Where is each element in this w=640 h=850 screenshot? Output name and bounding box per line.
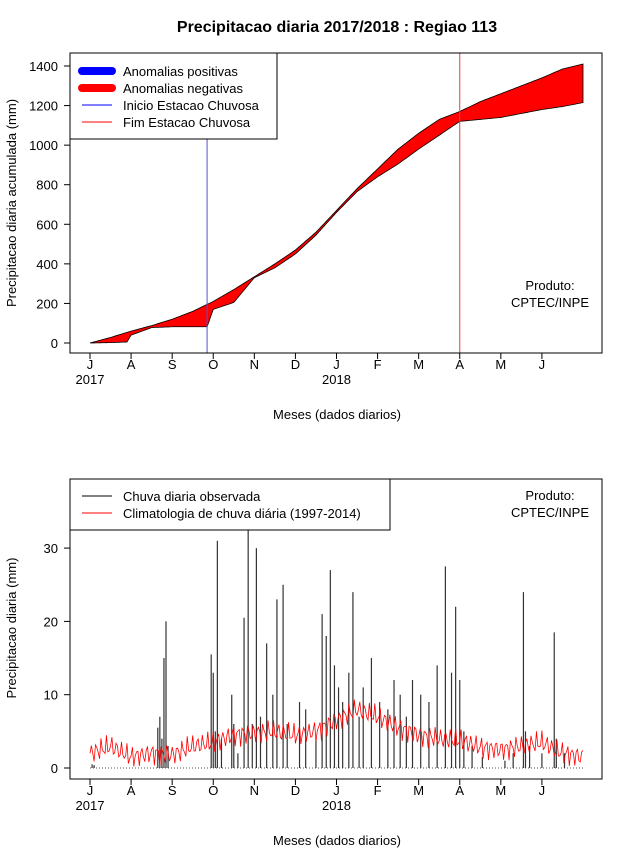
y-tick-label: 800 <box>36 178 58 193</box>
x-axis-label: Meses (dados diarios) <box>273 833 401 848</box>
legend-label: Climatologia de chuva diária (1997-2014) <box>123 506 361 521</box>
product-label: Produto: <box>525 488 574 503</box>
product-source: CPTEC/INPE <box>511 295 589 310</box>
x-tick-label: J <box>87 357 94 372</box>
negative-anomaly-area <box>89 63 584 344</box>
chart-title: Precipitacao diaria 2017/2018 : Regiao 1… <box>177 19 497 36</box>
y-tick-label: 0 <box>51 336 58 351</box>
y-tick-label: 20 <box>44 614 58 629</box>
x-tick-label: S <box>168 357 177 372</box>
product-label: Produto: <box>525 278 574 293</box>
year-label: 2017 <box>76 798 105 813</box>
y-tick-label: 1200 <box>29 99 58 114</box>
x-tick-label: A <box>455 783 464 798</box>
x-tick-label: N <box>250 357 259 372</box>
y-tick-label: 400 <box>36 257 58 272</box>
y-tick-label: 10 <box>44 688 58 703</box>
y-tick-label: 600 <box>36 217 58 232</box>
y-axis-label: Precipitacao diaria (mm) <box>4 558 19 699</box>
x-tick-label: J <box>87 783 94 798</box>
legend-box <box>69 478 391 531</box>
year-label: 2018 <box>322 372 351 387</box>
y-tick-label: 1400 <box>29 59 58 74</box>
y-axis-label: Precipitacao diaria acumulada (mm) <box>4 99 19 307</box>
legend: Chuva diaria observada Climatologia de ch… <box>69 478 391 531</box>
x-tick-label: F <box>374 783 382 798</box>
y-tick-label: 30 <box>44 541 58 556</box>
x-tick-label: A <box>455 357 464 372</box>
x-tick-label: J <box>333 783 340 798</box>
year-label: 2017 <box>76 372 105 387</box>
legend-label: Inicio Estacao Chuvosa <box>123 98 260 113</box>
legend: Anomalias positivas Anomalias negativas In… <box>69 52 278 140</box>
x-tick-label: M <box>413 357 424 372</box>
year-label: 2018 <box>322 798 351 813</box>
x-tick-label: J <box>539 783 546 798</box>
legend-label: Chuva diaria observada <box>123 489 261 504</box>
x-tick-label: F <box>374 357 382 372</box>
x-tick-label: M <box>495 357 506 372</box>
x-tick-label: A <box>127 357 136 372</box>
legend-label: Fim Estacao Chuvosa <box>123 115 251 130</box>
legend-label: Anomalias negativas <box>123 81 243 96</box>
climatology-line <box>89 699 584 767</box>
x-tick-label: A <box>127 783 136 798</box>
product-source: CPTEC/INPE <box>511 505 589 520</box>
y-tick-label: 1000 <box>29 138 58 153</box>
x-tick-label: O <box>208 357 218 372</box>
x-tick-label: D <box>291 783 300 798</box>
x-tick-label: M <box>495 783 506 798</box>
x-tick-label: D <box>291 357 300 372</box>
legend-label: Anomalias positivas <box>123 64 238 79</box>
x-tick-label: J <box>539 357 546 372</box>
x-axis-label: Meses (dados diarios) <box>273 407 401 422</box>
x-tick-label: O <box>208 783 218 798</box>
x-tick-label: S <box>168 783 177 798</box>
x-tick-label: M <box>413 783 424 798</box>
y-tick-label: 200 <box>36 296 58 311</box>
x-tick-label: N <box>250 783 259 798</box>
y-tick-label: 0 <box>51 761 58 776</box>
x-tick-label: J <box>333 357 340 372</box>
